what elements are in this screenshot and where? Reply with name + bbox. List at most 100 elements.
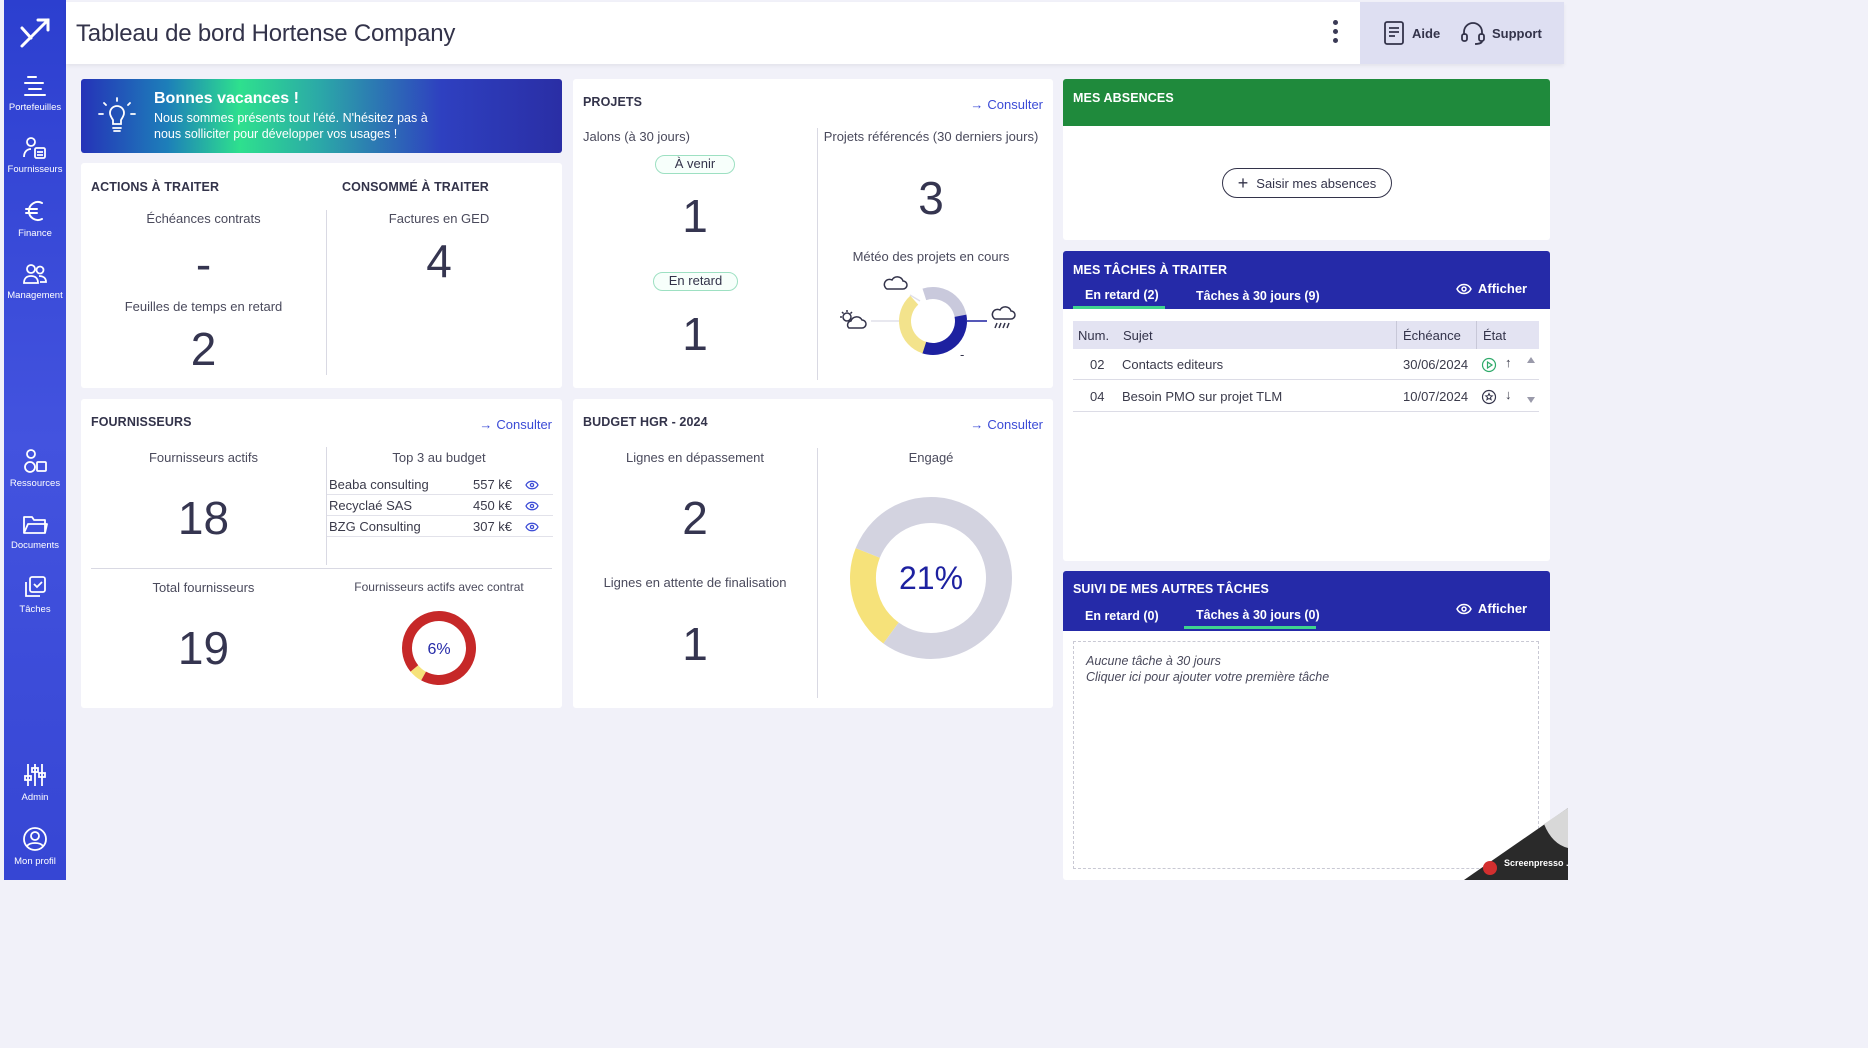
- contracts-value[interactable]: -: [195, 238, 212, 290]
- divider: [91, 568, 552, 569]
- eye-icon[interactable]: [525, 522, 539, 532]
- consult-label: Consulter: [496, 417, 552, 432]
- sidebar-item-fournisseurs[interactable]: Fournisseurs: [4, 136, 66, 175]
- col-subject[interactable]: Sujet: [1123, 328, 1153, 343]
- budget-consult-link[interactable]: → Consulter: [970, 417, 1043, 432]
- list-item: Beaba consulting 557 k€: [327, 474, 553, 495]
- upcoming-pill: À venir: [655, 155, 735, 174]
- star-status-icon[interactable]: [1481, 389, 1497, 405]
- timesheets-value[interactable]: 2: [190, 323, 217, 375]
- task-subject: Besoin PMO sur projet TLM: [1122, 389, 1283, 404]
- arrow-right-icon: →: [970, 97, 984, 112]
- table-row[interactable]: 04 Besoin PMO sur projet TLM 10/07/2024 …: [1073, 381, 1539, 412]
- referenced-value[interactable]: 3: [918, 172, 944, 224]
- task-subject: Contacts editeurs: [1122, 357, 1224, 372]
- add-first-task-area[interactable]: Aucune tâche à 30 jours Cliquer ici pour…: [1073, 641, 1539, 869]
- divider: [326, 447, 327, 565]
- task-num: 02: [1090, 357, 1105, 372]
- suppliers-consult-link[interactable]: → Consulter: [479, 417, 552, 432]
- arrow-down-icon[interactable]: ↓: [1505, 387, 1512, 402]
- eye-icon[interactable]: [525, 480, 539, 490]
- supplier-name: BZG Consulting: [329, 519, 421, 534]
- app-logo-icon[interactable]: [18, 16, 52, 50]
- active-suppliers-value[interactable]: 18: [177, 492, 230, 544]
- vacation-banner: Bonnes vacances ! Nous sommes présents t…: [81, 79, 562, 153]
- contract-percent: 6%: [427, 641, 450, 658]
- sidebar-item-portefeuilles[interactable]: Portefeuilles: [4, 74, 66, 113]
- milestones-label: Jalons (à 30 jours): [583, 129, 690, 144]
- contracts-label: Échéances contrats: [146, 211, 261, 226]
- tasks-table-header: Num. Sujet Échéance État: [1073, 321, 1539, 349]
- contract-donut[interactable]: 6%: [399, 608, 479, 688]
- supplier-name: Recyclaé SAS: [329, 498, 413, 513]
- tab-30-days[interactable]: Tâches à 30 jours (0): [1196, 608, 1320, 622]
- sidebar-label: Tâches: [19, 604, 51, 615]
- donut-slice-engaged[interactable]: [850, 548, 900, 644]
- tab-late[interactable]: En retard (0): [1085, 609, 1159, 623]
- donut-slice-without-contract[interactable]: [402, 611, 476, 685]
- enter-absences-button[interactable]: + Saisir mes absences: [1222, 168, 1392, 198]
- list-item: BZG Consulting 307 k€: [327, 516, 553, 537]
- total-suppliers-value[interactable]: 19: [177, 622, 230, 674]
- play-status-icon[interactable]: [1481, 357, 1497, 373]
- sidebar-item-documents[interactable]: Documents: [4, 512, 66, 551]
- consumed-title: CONSOMMÉ À TRAITER: [342, 180, 489, 194]
- sidebar-item-finance[interactable]: Finance: [4, 198, 66, 239]
- col-due[interactable]: Échéance: [1403, 328, 1461, 343]
- upcoming-value[interactable]: 1: [682, 190, 708, 242]
- sidebar-label: Documents: [10, 540, 60, 551]
- projects-consult-link[interactable]: → Consulter: [970, 97, 1043, 112]
- col-num[interactable]: Num.: [1078, 328, 1110, 343]
- weather-slice-sunny[interactable]: [899, 295, 927, 354]
- pending-value[interactable]: 1: [682, 618, 708, 670]
- sidebar-item-taches[interactable]: Tâches: [4, 574, 66, 615]
- empty-state-line2: Cliquer ici pour ajouter votre première …: [1086, 670, 1330, 684]
- timesheets-label: Feuilles de temps en retard: [124, 299, 283, 314]
- arrow-up-icon[interactable]: ↑: [1505, 355, 1512, 370]
- suppliers-icon: [23, 137, 46, 159]
- engaged-donut[interactable]: 21%: [848, 495, 1014, 661]
- sidebar-item-management[interactable]: Management: [4, 262, 66, 301]
- table-row[interactable]: 02 Contacts editeurs 30/06/2024 ↑: [1073, 349, 1539, 380]
- sidebar: Portefeuilles Fournisseurs Finance Manag…: [4, 0, 66, 880]
- weather-chart: -: [840, 276, 1016, 362]
- tasks-title: MES TÂCHES À TRAITER: [1073, 263, 1228, 277]
- table-scrollbar[interactable]: [1526, 355, 1536, 405]
- more-menu-icon[interactable]: [1330, 20, 1340, 48]
- topbar: Tableau de bord Hortense Company Aide Su…: [66, 2, 1564, 64]
- list-item: Recyclaé SAS 450 k€: [327, 495, 553, 516]
- budget-card: BUDGET HGR - 2024 → Consulter Lignes en d…: [573, 399, 1053, 708]
- late-value[interactable]: 1: [682, 308, 708, 360]
- invoices-label: Factures en GED: [388, 211, 490, 226]
- col-state[interactable]: État: [1483, 328, 1507, 343]
- other-tasks-show-button[interactable]: Afficher: [1456, 601, 1527, 616]
- people-icon: [23, 264, 47, 284]
- tab-late[interactable]: En retard (2): [1085, 288, 1159, 302]
- support-button[interactable]: Support: [1460, 20, 1542, 46]
- eye-icon[interactable]: [525, 501, 539, 511]
- show-label: Afficher: [1478, 601, 1528, 616]
- other-tasks-title: SUIVI DE MES AUTRES TÂCHES: [1073, 582, 1269, 596]
- overrun-value[interactable]: 2: [682, 492, 708, 544]
- invoices-value[interactable]: 4: [426, 235, 452, 287]
- absences-title: MES ABSENCES: [1073, 91, 1174, 105]
- other-tasks-card: SUIVI DE MES AUTRES TÂCHES En retard (0)…: [1063, 571, 1550, 880]
- tasks-show-button[interactable]: Afficher: [1456, 281, 1527, 296]
- sidebar-label: Admin: [21, 792, 49, 803]
- sidebar-item-admin[interactable]: Admin: [4, 762, 66, 803]
- show-label: Afficher: [1478, 281, 1528, 296]
- task-due: 30/06/2024: [1403, 357, 1469, 372]
- sidebar-item-mon-profil[interactable]: Mon profil: [4, 826, 66, 867]
- sidebar-label: Management: [7, 290, 63, 301]
- sidebar-label: Mon profil: [14, 856, 56, 867]
- absences-card: MES ABSENCES + Saisir mes absences: [1063, 79, 1550, 240]
- sidebar-item-ressources[interactable]: Ressources: [4, 448, 66, 489]
- donut-slice-remaining[interactable]: [855, 497, 1012, 659]
- empty-state-line1: Aucune tâche à 30 jours: [1086, 654, 1221, 668]
- donut-slice-with-contract[interactable]: [410, 665, 427, 681]
- sidebar-label: Fournisseurs: [7, 164, 63, 175]
- sidebar-label: Ressources: [9, 478, 61, 489]
- tab-30-days[interactable]: Tâches à 30 jours (9): [1196, 289, 1320, 303]
- help-button[interactable]: Aide: [1382, 20, 1440, 46]
- weather-slice-rainy[interactable]: [921, 314, 967, 355]
